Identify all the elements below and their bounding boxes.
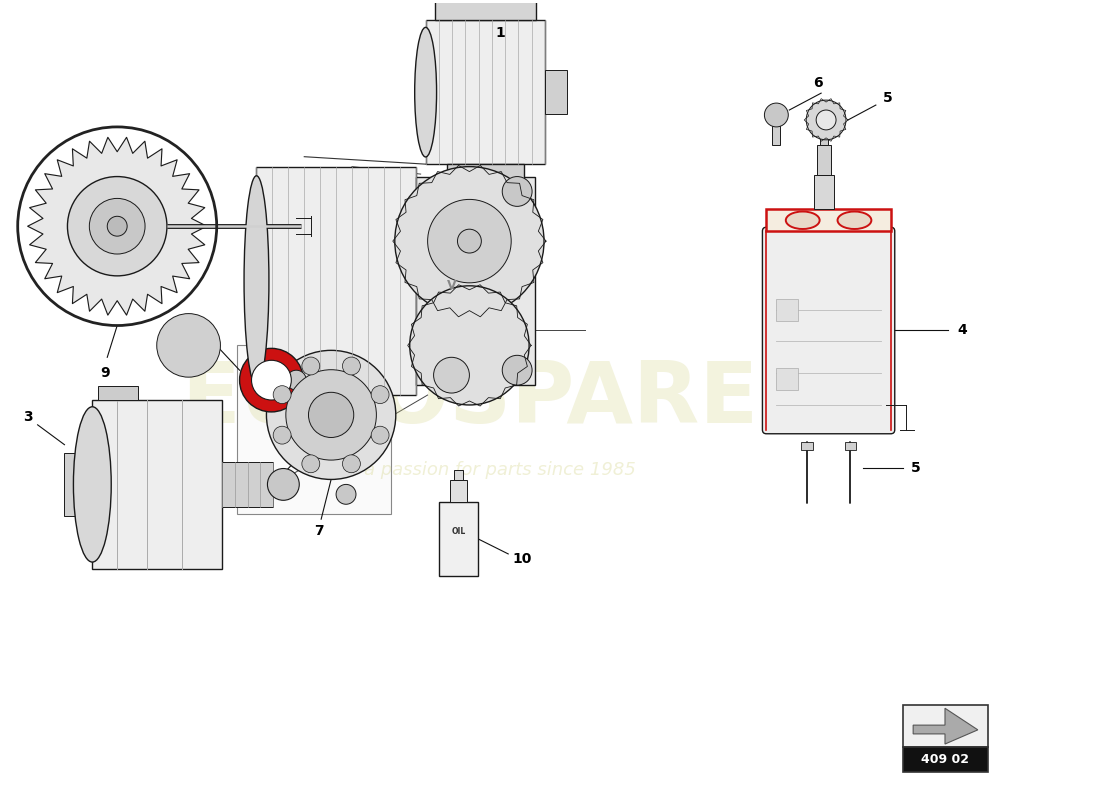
- Circle shape: [371, 386, 389, 403]
- Bar: [820, 117, 827, 145]
- Circle shape: [342, 455, 361, 473]
- Bar: [256, 166, 416, 395]
- Text: 2: 2: [306, 440, 316, 454]
- Circle shape: [503, 355, 532, 385]
- Text: 8: 8: [202, 322, 211, 335]
- Ellipse shape: [837, 211, 871, 229]
- Circle shape: [286, 370, 306, 390]
- Circle shape: [273, 386, 292, 403]
- Bar: [816, 145, 831, 174]
- Text: 7: 7: [315, 524, 324, 538]
- Bar: [434, 0, 536, 20]
- Ellipse shape: [244, 176, 268, 386]
- Circle shape: [240, 348, 304, 412]
- Bar: [903, 746, 988, 772]
- Bar: [903, 705, 988, 746]
- Circle shape: [107, 216, 128, 236]
- Text: 409 02: 409 02: [922, 753, 969, 766]
- Circle shape: [395, 166, 544, 315]
- Bar: [772, 117, 780, 145]
- Circle shape: [301, 455, 320, 473]
- Text: a passion for parts since 1985: a passion for parts since 1985: [364, 461, 636, 478]
- Bar: [544, 70, 566, 114]
- Bar: [450, 480, 468, 502]
- Circle shape: [806, 100, 846, 140]
- Circle shape: [89, 198, 145, 254]
- Bar: [447, 164, 524, 184]
- Polygon shape: [28, 138, 207, 315]
- Text: 4: 4: [957, 323, 967, 338]
- Text: OIL: OIL: [451, 526, 465, 535]
- Text: 9: 9: [100, 366, 110, 380]
- Bar: [845, 442, 857, 450]
- Circle shape: [816, 110, 836, 130]
- Circle shape: [409, 286, 529, 405]
- Bar: [814, 174, 834, 210]
- Polygon shape: [913, 708, 978, 744]
- Circle shape: [308, 392, 354, 438]
- Text: 5: 5: [883, 91, 893, 105]
- Bar: [236, 346, 390, 514]
- Circle shape: [67, 177, 167, 276]
- Circle shape: [428, 199, 512, 283]
- Text: 1: 1: [495, 26, 505, 39]
- Bar: [454, 470, 463, 480]
- Bar: [416, 177, 535, 385]
- Circle shape: [273, 426, 292, 444]
- FancyBboxPatch shape: [762, 227, 894, 434]
- Text: V: V: [447, 279, 456, 292]
- Bar: [65, 453, 92, 516]
- Bar: [777, 298, 799, 321]
- Text: EUROSPARES: EUROSPARES: [180, 358, 819, 442]
- Ellipse shape: [785, 211, 820, 229]
- Circle shape: [276, 360, 316, 400]
- Bar: [222, 462, 274, 507]
- Bar: [92, 400, 222, 569]
- Circle shape: [266, 350, 396, 479]
- Bar: [777, 368, 799, 390]
- Circle shape: [342, 357, 361, 375]
- Bar: [439, 502, 478, 576]
- Text: 10: 10: [513, 552, 531, 566]
- Ellipse shape: [74, 406, 111, 562]
- Circle shape: [337, 485, 356, 504]
- Circle shape: [503, 177, 532, 206]
- Circle shape: [764, 103, 789, 127]
- Bar: [426, 20, 544, 164]
- Bar: [801, 442, 813, 450]
- Circle shape: [156, 314, 220, 377]
- Text: 3: 3: [23, 410, 33, 424]
- Circle shape: [301, 357, 320, 375]
- Circle shape: [252, 360, 292, 400]
- Circle shape: [433, 358, 470, 393]
- Bar: [767, 210, 891, 231]
- Circle shape: [458, 229, 482, 253]
- Text: 5: 5: [911, 461, 921, 474]
- Circle shape: [267, 469, 299, 500]
- Ellipse shape: [415, 27, 437, 157]
- Circle shape: [371, 426, 389, 444]
- Circle shape: [286, 370, 376, 460]
- Bar: [98, 386, 139, 400]
- Text: 6: 6: [813, 76, 823, 90]
